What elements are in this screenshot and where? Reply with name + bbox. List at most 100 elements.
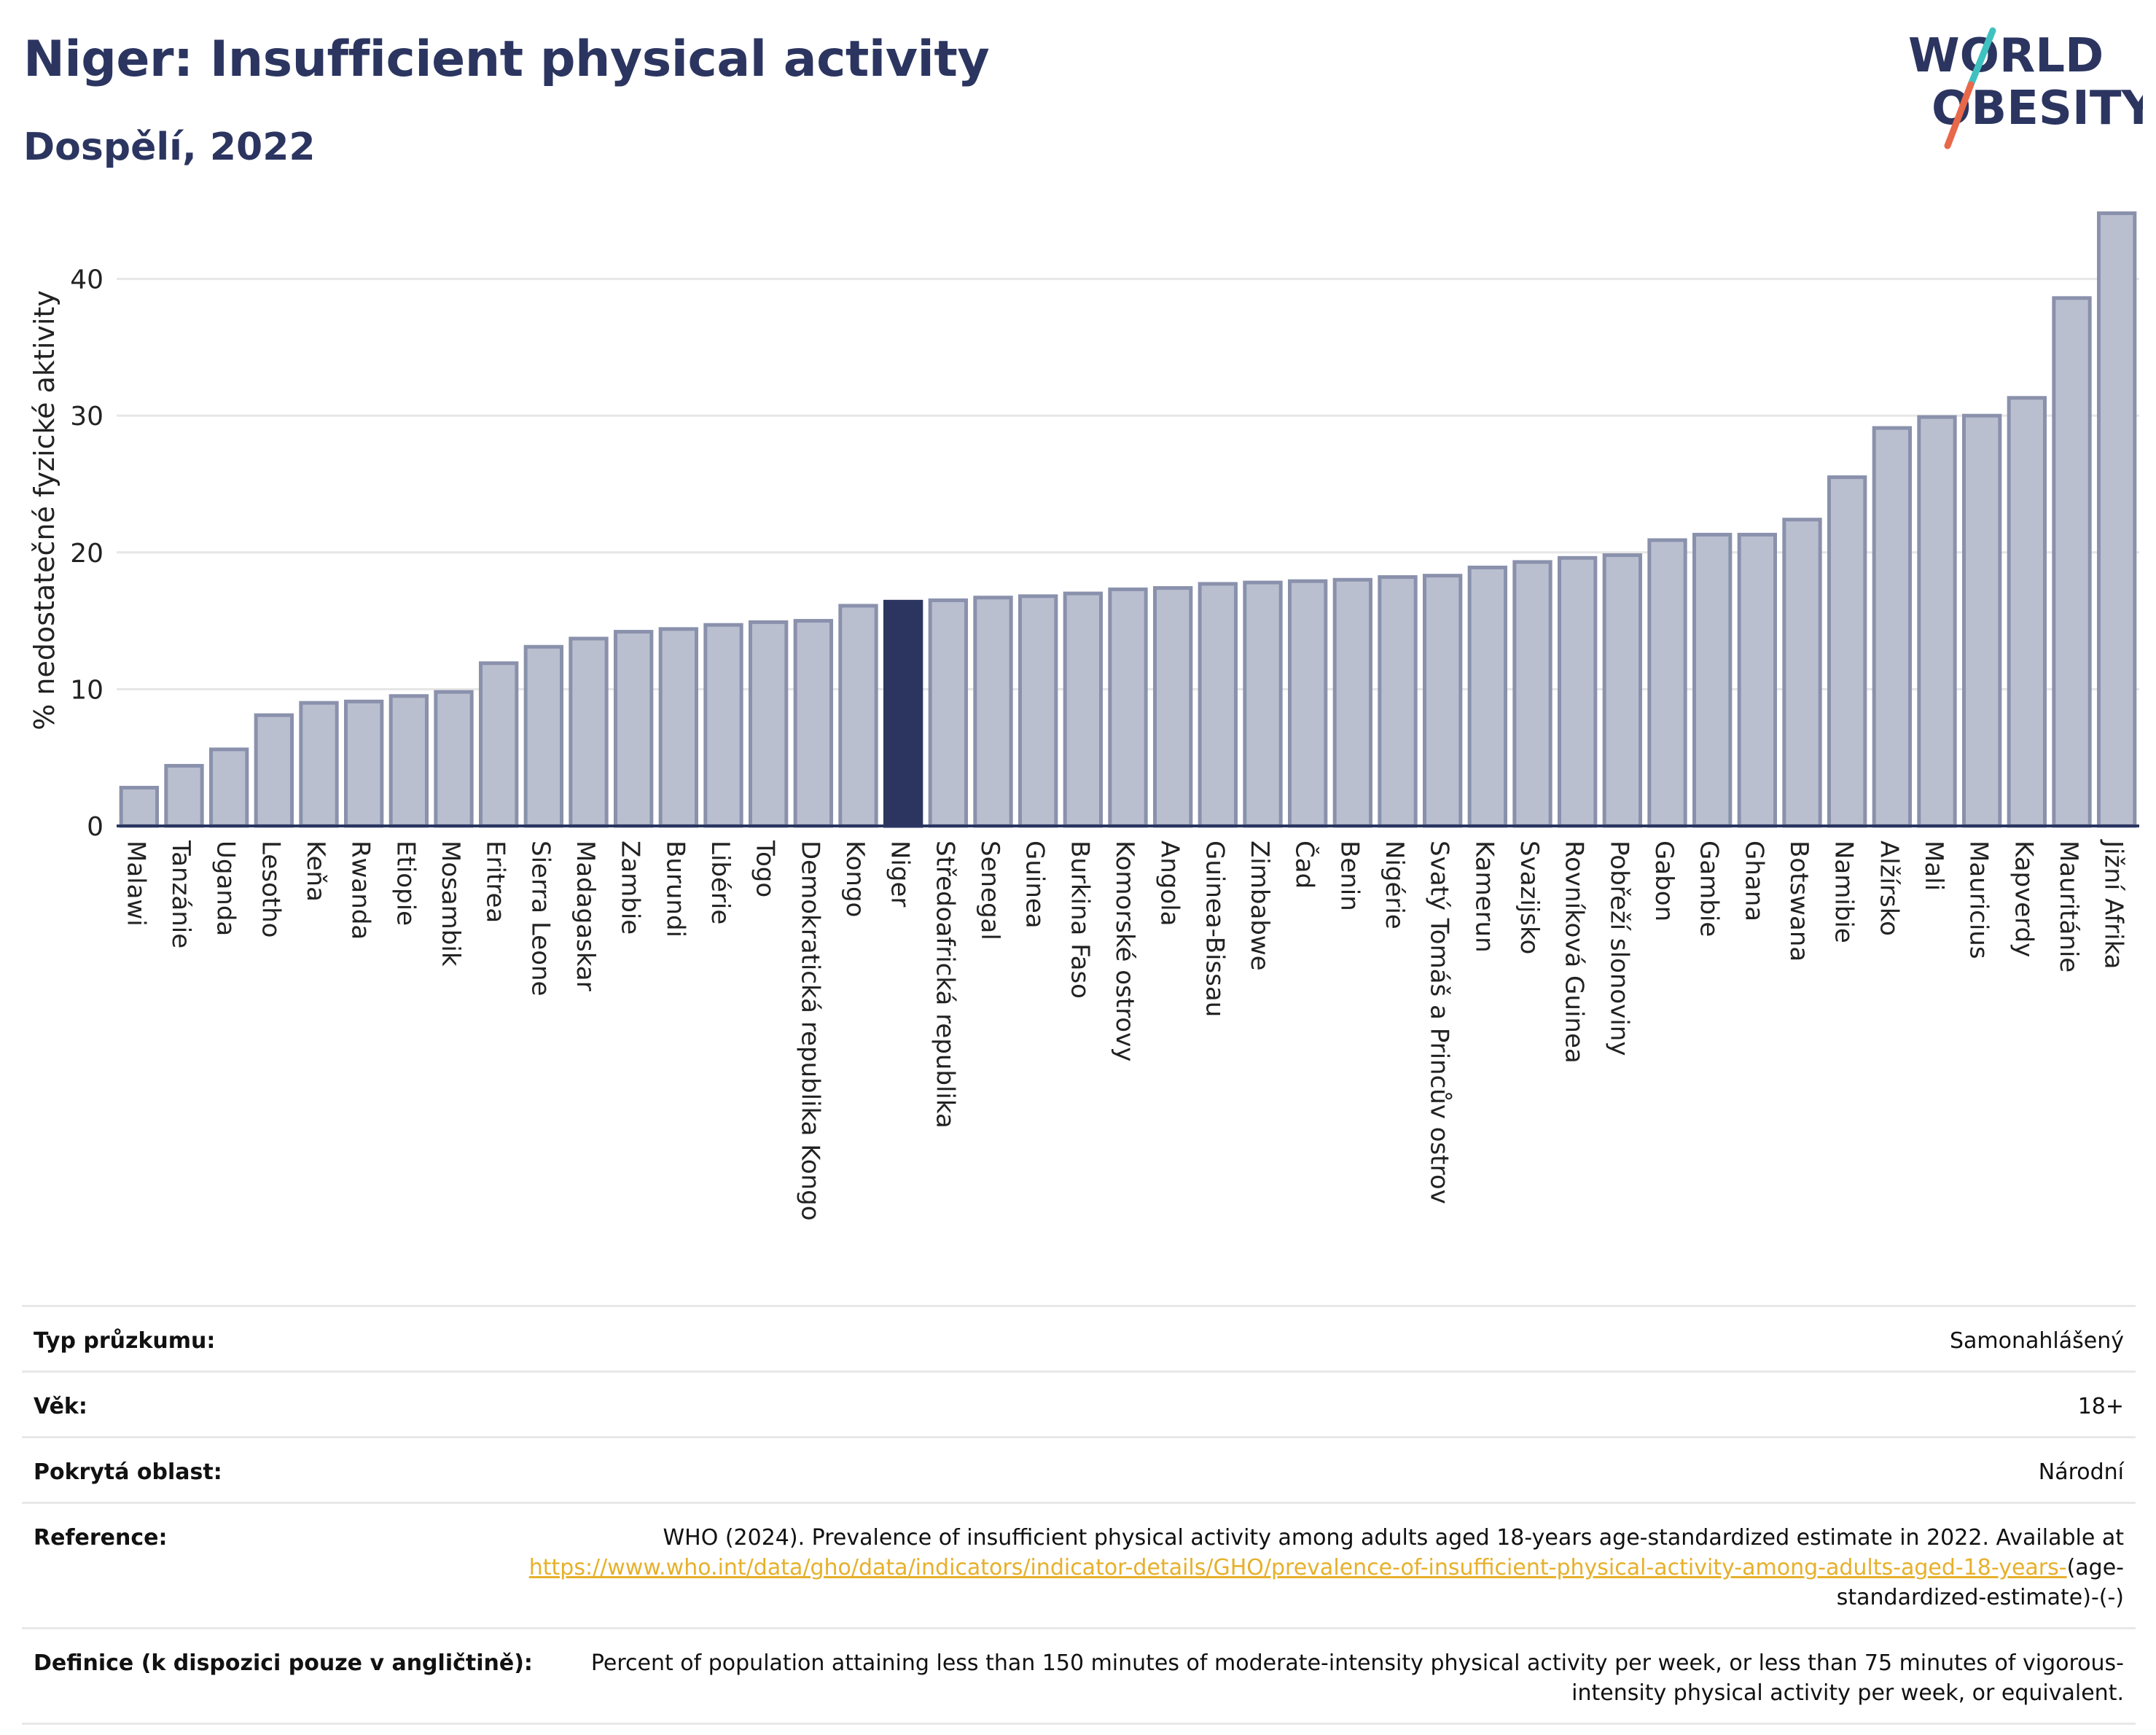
x-tick-label: Jižní Afrika <box>2099 839 2128 970</box>
x-tick-label: Mauritánie <box>2054 841 2083 972</box>
y-tick-label: 0 <box>87 812 103 842</box>
x-tick-label: Svazijsko <box>1515 841 1544 954</box>
reference-suffix: (age-standardized-estimate)-(-) <box>1836 1555 2124 1610</box>
x-tick-label: Keňa <box>301 841 330 902</box>
bar <box>1827 475 1867 828</box>
bar <box>1917 415 1957 828</box>
x-tick-label: Botswana <box>1784 841 1813 962</box>
bar <box>1692 532 1733 828</box>
bar <box>838 604 878 828</box>
logo-slash-teal <box>1967 27 1996 88</box>
x-tick-label: Tanzánie <box>166 840 195 948</box>
bar <box>479 661 519 828</box>
x-tick-label: Eritrea <box>481 841 510 923</box>
bar <box>209 747 249 828</box>
bar <box>299 701 339 828</box>
x-tick-label: Středoafrická republika <box>930 841 959 1128</box>
x-tick-label: Guinea <box>1020 841 1050 929</box>
y-tick-label: 10 <box>70 675 103 705</box>
survey-type-value: Samonahlášený <box>1950 1328 2124 1354</box>
x-tick-label: Mali <box>1919 841 1948 891</box>
bar <box>1198 582 1238 828</box>
bar <box>1602 553 1643 828</box>
bar <box>1153 586 1193 828</box>
x-tick-label: Ghana <box>1739 841 1768 921</box>
bar <box>164 763 204 828</box>
bar <box>1558 555 1598 828</box>
x-tick-label: Angola <box>1155 841 1184 926</box>
bar <box>749 620 789 828</box>
x-tick-label: Komorské ostrovy <box>1110 841 1139 1061</box>
x-tick-label: Čad <box>1290 841 1320 889</box>
x-tick-label: Guinea-Bissau <box>1200 841 1229 1017</box>
bar <box>2007 396 2047 828</box>
bar <box>1063 591 1103 828</box>
x-tick-label: Pobřeží slonoviny <box>1604 841 1633 1056</box>
bar <box>434 690 474 828</box>
x-tick-label: Demokratická republika Kongo <box>795 841 824 1221</box>
reference-link[interactable]: https://www.who.int/data/gho/data/indica… <box>528 1555 2067 1580</box>
world-obesity-logo: WORLD OBESITY <box>1908 27 2143 149</box>
x-tick-label: Togo <box>751 840 780 897</box>
bar <box>344 699 384 828</box>
bar <box>1332 577 1372 828</box>
info-row-age: Věk: 18+ <box>22 1371 2136 1436</box>
x-tick-label: Zambie <box>616 841 645 935</box>
x-tick-label: Alžírsko <box>1874 841 1903 936</box>
bar <box>614 630 654 828</box>
bar <box>1378 575 1418 828</box>
info-row-survey-type: Typ průzkumu: Samonahlášený <box>22 1305 2136 1371</box>
info-row-definition: Definice (k dispozici pouze v angličtině… <box>22 1627 2136 1725</box>
page-title: Niger: Insufficient physical activity <box>23 31 990 88</box>
bar <box>1872 426 1913 828</box>
logo-line1: WORLD <box>1908 29 2104 83</box>
area-label: Pokrytá oblast: <box>34 1459 222 1485</box>
x-tick-label: Kamerun <box>1469 841 1499 953</box>
bar <box>1108 587 1148 828</box>
x-tick-label: Libérie <box>706 841 735 924</box>
x-tick-label: Niger <box>886 841 915 907</box>
x-tick-label: Svatý Tomáš a Princův ostrov <box>1425 841 1454 1204</box>
x-tick-label: Mauricius <box>1964 841 1993 959</box>
logo-slash-red <box>1944 81 1975 149</box>
page-subtitle: Dospělí, 2022 <box>23 125 316 169</box>
x-tick-label: Kapverdy <box>2009 841 2038 957</box>
bar <box>658 627 699 828</box>
age-value: 18+ <box>2077 1394 2124 1419</box>
reference-label: Reference: <box>34 1525 168 1551</box>
bar <box>1423 574 1463 828</box>
y-axis-label: % nedostatečné fyzické aktivity <box>28 290 60 730</box>
y-tick-label: 30 <box>70 402 103 432</box>
bar <box>703 623 743 828</box>
reference-text: WHO (2024). Prevalence of insufficient p… <box>663 1525 2124 1551</box>
info-row-reference: Reference: WHO (2024). Prevalence of ins… <box>22 1502 2136 1627</box>
bar <box>1467 565 1507 828</box>
x-tick-label: Zimbabwe <box>1245 841 1274 971</box>
bar-layer <box>117 211 2139 828</box>
x-tick-label: Madagaskar <box>571 841 600 991</box>
info-row-area: Pokrytá oblast: Národní <box>22 1436 2136 1502</box>
bar <box>973 596 1013 828</box>
definition-value: Percent of population attaining less tha… <box>590 1650 2124 1706</box>
survey-type-label: Typ průzkumu: <box>34 1328 216 1354</box>
y-tick-label: 40 <box>70 265 103 295</box>
x-tick-label: Nigérie <box>1380 841 1409 929</box>
y-tick-label: 20 <box>70 539 103 569</box>
bar <box>1018 594 1058 828</box>
bar <box>254 713 294 828</box>
area-value: Národní <box>2038 1459 2124 1485</box>
x-tick-label: Rovníková Guinea <box>1560 841 1589 1064</box>
bar <box>119 785 160 828</box>
bar-chart: 0 10 20 30 40 Malawi Tanzánie Uganda Lesotho Keňa… <box>28 211 2139 1221</box>
bar <box>569 636 609 828</box>
bar <box>1737 532 1778 828</box>
x-tick-label: Burundi <box>660 841 690 937</box>
bar-highlight <box>883 599 923 828</box>
x-tick-label: Gabon <box>1649 841 1679 921</box>
tick-layer: 0 10 20 30 40 Malawi Tanzánie Uganda Lesotho Keňa… <box>70 265 2128 1221</box>
bar <box>2052 296 2092 828</box>
bar <box>793 619 833 828</box>
bar <box>388 694 429 828</box>
x-tick-label: Sierra Leone <box>526 841 555 996</box>
x-tick-label: Kongo <box>840 841 870 917</box>
